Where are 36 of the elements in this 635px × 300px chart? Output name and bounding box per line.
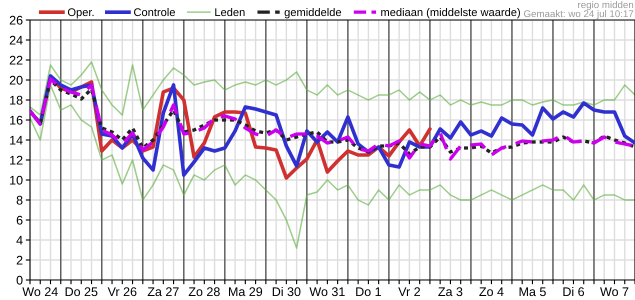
- x-tick-label: Wo 7: [600, 287, 628, 296]
- legend-label: mediaan (middelste waarde): [381, 8, 520, 18]
- y-tick-label: 20: [10, 76, 23, 85]
- text: regio midden: [578, 1, 634, 10]
- legend-label: Oper.: [68, 8, 94, 18]
- y-tick-label: 0: [16, 276, 23, 285]
- x-tick-label: Wo 24: [22, 287, 58, 296]
- y-tick-label: 22: [10, 56, 22, 65]
- y-tick-label: 16: [10, 116, 23, 125]
- x-tick-label: Do 25: [66, 287, 98, 296]
- legend-label: Leden: [215, 8, 245, 16]
- y-tick-label: 26: [10, 16, 23, 25]
- x-tick-label: Vr 26: [108, 287, 136, 296]
- y-tick-label: 10: [10, 176, 23, 185]
- x-tick-label: Ma 29: [228, 287, 262, 296]
- x-tick-label: Di 6: [563, 286, 584, 296]
- x-tick-label: Wo 31: [309, 287, 345, 296]
- x-tick-label: Ma 5: [520, 287, 546, 296]
- legend-label: Controle: [134, 8, 175, 16]
- x-tick-label: Do 1: [356, 287, 381, 296]
- x-tick-label: Vr 2: [398, 287, 420, 296]
- y-tick-label: 18: [10, 96, 23, 105]
- legend-label: gemiddelde: [284, 8, 342, 18]
- text: Gemaakt: wo 24 jul 10:17: [524, 10, 634, 20]
- y-tick-label: 8: [16, 196, 23, 205]
- x-tick-label: Di 30: [272, 286, 300, 296]
- y-tick-label: 4: [16, 236, 23, 245]
- y-tick-label: 2: [16, 256, 22, 265]
- x-tick-label: Zo 4: [479, 287, 504, 296]
- x-tick-label: Za 27: [148, 287, 179, 296]
- x-tick-label: Zo 28: [188, 287, 220, 296]
- y-tick-label: 6: [16, 216, 23, 225]
- y-tick-label: 14: [10, 136, 23, 145]
- y-tick-label: 24: [10, 36, 23, 45]
- y-tick-label: 12: [10, 156, 22, 165]
- x-tick-label: Za 3: [438, 287, 462, 296]
